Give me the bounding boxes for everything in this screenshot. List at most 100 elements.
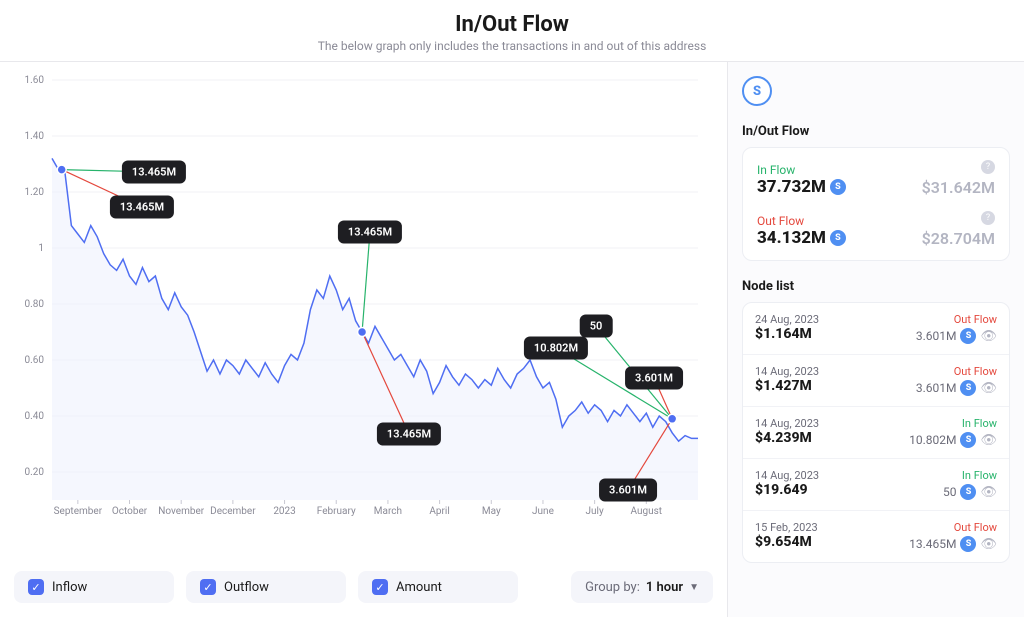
group-by-value: 1 hour <box>646 580 683 595</box>
outflow-usd: $28.704M <box>922 229 995 248</box>
node-usd: $4.239M <box>755 430 819 446</box>
svg-text:December: December <box>210 506 256 517</box>
page-body: 1.60 1.40 1.20 1 0.80 0.60 0.40 0.20 September Oc… <box>0 62 1024 617</box>
group-by-select[interactable]: Group by: 1 hour ▼ <box>571 571 713 603</box>
checkbox-label: Inflow <box>52 580 87 595</box>
coin-icon: S <box>742 76 772 106</box>
node-date: 14 Aug, 2023 <box>755 365 819 378</box>
node-usd: $9.654M <box>755 534 818 550</box>
node-direction: Out Flow <box>954 521 997 534</box>
visibility-toggle-icon[interactable]: 👁 <box>980 485 997 500</box>
inflow-amount: 37.732M <box>757 177 826 197</box>
svg-text:1: 1 <box>38 243 44 254</box>
coin-icon: S <box>960 328 976 344</box>
node-qty: 10.802M S 👁 <box>909 432 997 448</box>
help-icon[interactable]: ? <box>981 160 995 174</box>
check-icon: ✓ <box>372 579 388 595</box>
chart-badge[interactable]: 13.465M <box>377 423 441 446</box>
inflow-row: In Flow 37.732M S ? $31.642M <box>757 160 995 197</box>
coin-icon: S <box>830 179 846 195</box>
svg-text:2023: 2023 <box>273 506 295 517</box>
page-header: In/Out Flow The below graph only include… <box>0 0 1024 62</box>
svg-text:April: April <box>429 506 449 517</box>
svg-text:May: May <box>482 506 501 517</box>
visibility-toggle-icon[interactable]: 👁 <box>980 433 997 448</box>
node-row[interactable]: 15 Feb, 2023$9.654M Out Flow 13.465M S 👁 <box>743 511 1009 562</box>
chart-badge[interactable]: 13.465M <box>110 196 174 219</box>
nodelist-title: Node list <box>742 279 1010 294</box>
node-date: 24 Aug, 2023 <box>755 313 819 326</box>
help-icon[interactable]: ? <box>981 211 995 225</box>
group-by-label: Group by: <box>585 580 640 595</box>
svg-text:September: September <box>54 506 103 517</box>
chart-badge[interactable]: 3.601M <box>625 367 683 390</box>
page: In/Out Flow The below graph only include… <box>0 0 1024 617</box>
svg-text:March: March <box>374 506 402 517</box>
node-usd: $1.164M <box>755 326 819 342</box>
checkbox-label: Amount <box>396 580 442 595</box>
flow-chart[interactable]: 1.60 1.40 1.20 1 0.80 0.60 0.40 0.20 September Oc… <box>14 72 713 563</box>
svg-text:0.80: 0.80 <box>25 299 45 310</box>
node-row[interactable]: 24 Aug, 2023$1.164M Out Flow 3.601M S 👁 <box>743 303 1009 355</box>
node-usd: $1.427M <box>755 378 819 394</box>
page-title: In/Out Flow <box>0 12 1024 37</box>
chart-badge[interactable]: 13.465M <box>122 161 186 184</box>
side-panel: S In/Out Flow In Flow 37.732M S ? $31.64… <box>728 62 1024 617</box>
svg-text:July: July <box>586 506 604 517</box>
node-qty: 3.601M S 👁 <box>916 328 997 344</box>
chart-controls: ✓ Inflow ✓ Outflow ✓ Amount Group by: 1 … <box>14 571 713 603</box>
coin-icon: S <box>960 380 976 396</box>
check-icon: ✓ <box>28 579 44 595</box>
coin-icon: S <box>960 536 976 552</box>
svg-text:November: November <box>158 506 205 517</box>
node-list: 24 Aug, 2023$1.164MOut Flow3.601M S 👁14 … <box>742 302 1010 563</box>
checkbox-label: Outflow <box>224 580 269 595</box>
outflow-amount: 34.132M <box>757 228 826 248</box>
node-row[interactable]: 14 Aug, 2023$1.427M Out Flow 3.601M S 👁 <box>743 355 1009 407</box>
checkbox-outflow[interactable]: ✓ Outflow <box>186 571 346 603</box>
node-row[interactable]: 14 Aug, 2023$19.649In Flow50 S 👁 <box>743 459 1009 511</box>
page-subtitle: The below graph only includes the transa… <box>0 39 1024 53</box>
inflow-usd: $31.642M <box>922 178 995 197</box>
node-qty: 13.465M S 👁 <box>909 536 997 552</box>
flow-summary-title: In/Out Flow <box>742 124 1010 139</box>
chart-badge[interactable]: 50 <box>580 315 613 338</box>
svg-text:June: June <box>532 506 554 517</box>
svg-text:0.20: 0.20 <box>25 467 45 478</box>
svg-text:0.60: 0.60 <box>25 355 45 366</box>
outflow-row: Out Flow 34.132M S ? $28.704M <box>757 211 995 248</box>
chart-badge[interactable]: 13.465M <box>338 221 402 244</box>
node-date: 14 Aug, 2023 <box>755 469 819 482</box>
checkbox-inflow[interactable]: ✓ Inflow <box>14 571 174 603</box>
svg-text:1.60: 1.60 <box>25 75 45 86</box>
node-direction: In Flow <box>962 469 997 482</box>
svg-text:1.20: 1.20 <box>25 187 45 198</box>
node-usd: $19.649 <box>755 482 819 498</box>
svg-text:0.40: 0.40 <box>25 411 45 422</box>
node-direction: In Flow <box>962 417 997 430</box>
svg-text:October: October <box>112 506 148 517</box>
svg-text:February: February <box>317 506 356 517</box>
visibility-toggle-icon[interactable]: 👁 <box>980 537 997 552</box>
checkbox-amount[interactable]: ✓ Amount <box>358 571 518 603</box>
node-row[interactable]: 14 Aug, 2023$4.239M In Flow 10.802M S 👁 <box>743 407 1009 459</box>
visibility-toggle-icon[interactable]: 👁 <box>980 329 997 344</box>
node-date: 15 Feb, 2023 <box>755 521 818 534</box>
node-direction: Out Flow <box>954 313 997 326</box>
node-qty: 3.601M S 👁 <box>916 380 997 396</box>
flow-summary-card: In Flow 37.732M S ? $31.642M Out Flow <box>742 147 1010 261</box>
node-direction: Out Flow <box>954 365 997 378</box>
chart-badge[interactable]: 3.601M <box>599 479 657 502</box>
coin-icon: S <box>830 230 846 246</box>
outflow-label: Out Flow <box>757 214 846 228</box>
coin-icon: S <box>960 432 976 448</box>
inflow-label: In Flow <box>757 163 846 177</box>
main-panel: 1.60 1.40 1.20 1 0.80 0.60 0.40 0.20 September Oc… <box>0 62 728 617</box>
svg-text:1.40: 1.40 <box>25 131 45 142</box>
check-icon: ✓ <box>200 579 216 595</box>
chart-badge[interactable]: 10.802M <box>524 337 588 360</box>
svg-text:August: August <box>631 506 663 517</box>
visibility-toggle-icon[interactable]: 👁 <box>980 381 997 396</box>
node-date: 14 Aug, 2023 <box>755 417 819 430</box>
coin-icon: S <box>960 484 976 500</box>
